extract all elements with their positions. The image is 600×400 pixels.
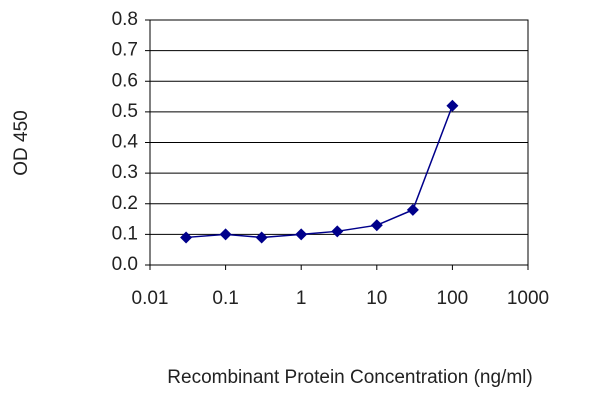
data-point <box>446 99 459 112</box>
y-tick-label: 0.7 <box>112 40 138 61</box>
data-point <box>295 228 308 241</box>
y-tick-label: 0.1 <box>112 223 138 244</box>
y-tick-label: 0.5 <box>112 101 138 122</box>
x-tick-label: 100 <box>437 288 469 309</box>
x-tick-label: 1000 <box>507 288 549 309</box>
data-point <box>255 231 268 244</box>
y-tick-label: 0.3 <box>112 162 138 183</box>
data-point <box>219 228 232 241</box>
x-tick-label: 10 <box>366 288 387 309</box>
data-point <box>370 219 383 232</box>
data-line <box>186 105 454 239</box>
y-tick-label: 0.4 <box>112 132 139 153</box>
y-tick-label: 0.6 <box>112 70 138 91</box>
x-tick-label: 0.1 <box>212 288 238 309</box>
data-point <box>406 203 419 216</box>
y-axis-label: OD 450 <box>11 110 32 175</box>
x-tick-label: 0.01 <box>132 288 169 309</box>
y-tick-label: 0.2 <box>112 193 138 214</box>
y-tick-label: 0.8 <box>112 9 138 30</box>
data-point <box>331 225 344 238</box>
x-axis-label: Recombinant Protein Concentration (ng/ml… <box>167 367 532 388</box>
x-tick-label: 1 <box>296 288 307 309</box>
y-tick-label: 0.0 <box>112 254 138 275</box>
data-point <box>180 231 193 244</box>
